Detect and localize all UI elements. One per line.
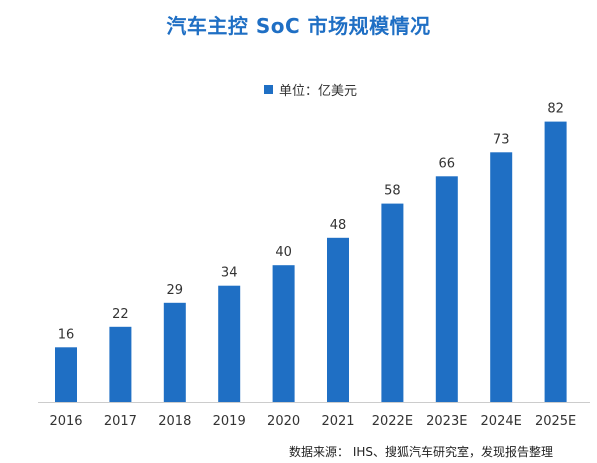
x-tick-label-2021: 2021 xyxy=(321,414,354,429)
x-tick-label-2017: 2017 xyxy=(104,414,137,429)
legend-label: 单位：亿美元 xyxy=(279,84,358,99)
x-tick-label-2019: 2019 xyxy=(213,414,246,429)
data-label-2023E: 66 xyxy=(439,156,456,171)
bar-2023E xyxy=(435,176,458,402)
bar-2021 xyxy=(327,237,349,402)
bar-2019 xyxy=(218,285,241,402)
bar-2020 xyxy=(272,265,295,402)
data-label-2024E: 73 xyxy=(493,132,510,147)
bar-2016 xyxy=(55,347,77,402)
bar-2017 xyxy=(109,326,132,402)
data-label-2025E: 82 xyxy=(547,102,564,117)
bar-2018 xyxy=(163,302,186,402)
data-label-2021: 48 xyxy=(330,218,347,233)
data-label-2020: 40 xyxy=(275,245,292,260)
data-label-2018: 29 xyxy=(167,283,184,298)
x-tick-label-2024E: 2024E xyxy=(481,414,522,429)
x-tick-label-2020: 2020 xyxy=(267,414,300,429)
data-label-2016: 16 xyxy=(58,327,75,342)
x-tick-label-2022E: 2022E xyxy=(372,414,413,429)
data-label-2017: 22 xyxy=(112,307,129,322)
legend: 单位：亿美元 xyxy=(264,80,357,99)
x-tick-label-2016: 2016 xyxy=(49,414,82,429)
x-tick-label-2018: 2018 xyxy=(158,414,191,429)
legend-swatch xyxy=(264,85,273,94)
source-note: 数据来源： IHS、搜狐汽车研究室，发现报告整理 xyxy=(289,445,553,459)
chart-title: 汽车主控 SoC 市场规模情况 xyxy=(166,14,431,38)
bar-2024E xyxy=(490,152,513,402)
data-label-2022E: 58 xyxy=(384,184,401,199)
bar-2022E xyxy=(381,203,404,402)
data-label-2019: 34 xyxy=(221,266,238,281)
bar-2025E xyxy=(544,121,567,402)
x-tick-label-2025E: 2025E xyxy=(535,414,576,429)
x-tick-label-2023E: 2023E xyxy=(426,414,467,429)
